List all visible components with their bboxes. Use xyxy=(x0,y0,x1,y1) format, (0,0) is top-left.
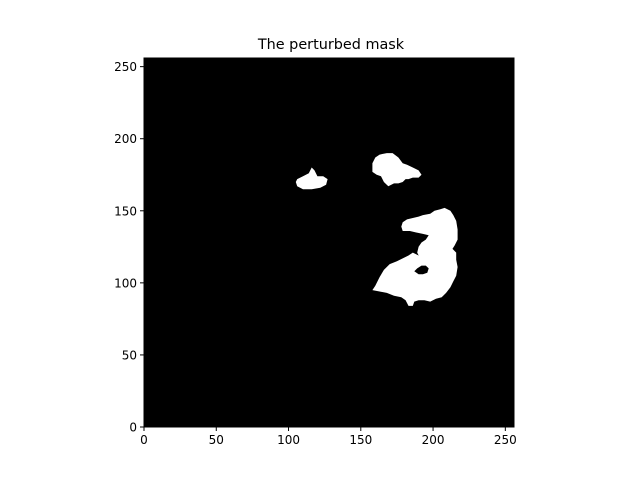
y-tick-label: 100 xyxy=(114,276,137,290)
mask-hole-5 xyxy=(414,265,429,275)
chart-title: The perturbed mask xyxy=(257,37,405,53)
axes: 0 50 100 150 200 250 0 50 100 150 200 250 xyxy=(114,57,517,447)
plot-area xyxy=(144,58,514,427)
y-tick-label: 200 xyxy=(114,132,137,146)
mask-region-1 xyxy=(295,167,328,190)
x-tick-label: 0 xyxy=(140,433,148,447)
x-tick-label: 100 xyxy=(277,433,300,447)
x-tick-label: 150 xyxy=(349,433,372,447)
y-tick-label: 150 xyxy=(114,204,137,218)
x-tick-label: 250 xyxy=(494,433,517,447)
mask-region-4 xyxy=(372,248,458,306)
axes-frame xyxy=(143,57,515,428)
mask-background xyxy=(144,58,514,427)
y-tick-label: 50 xyxy=(122,348,137,362)
y-tick-label: 250 xyxy=(114,60,137,74)
x-tick-label: 50 xyxy=(209,433,224,447)
mask-region-2 xyxy=(372,153,422,187)
y-tick-label: 0 xyxy=(129,421,137,435)
x-tick-label: 200 xyxy=(422,433,445,447)
